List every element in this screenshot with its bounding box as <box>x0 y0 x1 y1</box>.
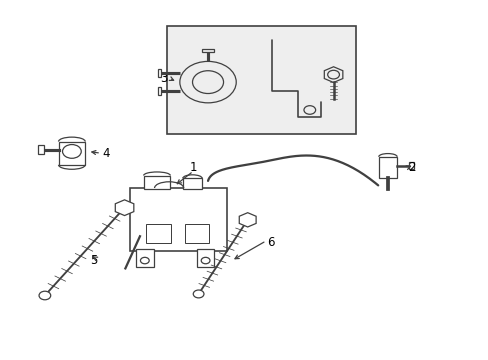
Text: 4: 4 <box>102 147 109 160</box>
Bar <box>130 188 227 251</box>
Bar <box>38 145 44 154</box>
Bar <box>185 224 209 243</box>
Bar <box>136 249 153 267</box>
Text: 2: 2 <box>407 161 415 174</box>
Bar <box>166 26 356 134</box>
Text: 3: 3 <box>160 72 167 85</box>
Bar <box>202 49 213 53</box>
Polygon shape <box>239 213 256 227</box>
Bar <box>143 176 170 189</box>
Bar <box>158 69 161 77</box>
Polygon shape <box>115 200 134 216</box>
Circle shape <box>39 291 51 300</box>
Circle shape <box>193 290 203 298</box>
Bar <box>59 141 85 165</box>
Bar <box>158 87 161 95</box>
Bar <box>146 224 170 243</box>
Bar <box>408 162 413 169</box>
Text: 1: 1 <box>189 161 197 174</box>
Bar <box>378 157 396 178</box>
Text: 6: 6 <box>267 236 274 249</box>
Bar <box>183 179 202 189</box>
Polygon shape <box>324 67 342 82</box>
Text: 5: 5 <box>90 254 97 267</box>
Bar <box>197 249 214 267</box>
